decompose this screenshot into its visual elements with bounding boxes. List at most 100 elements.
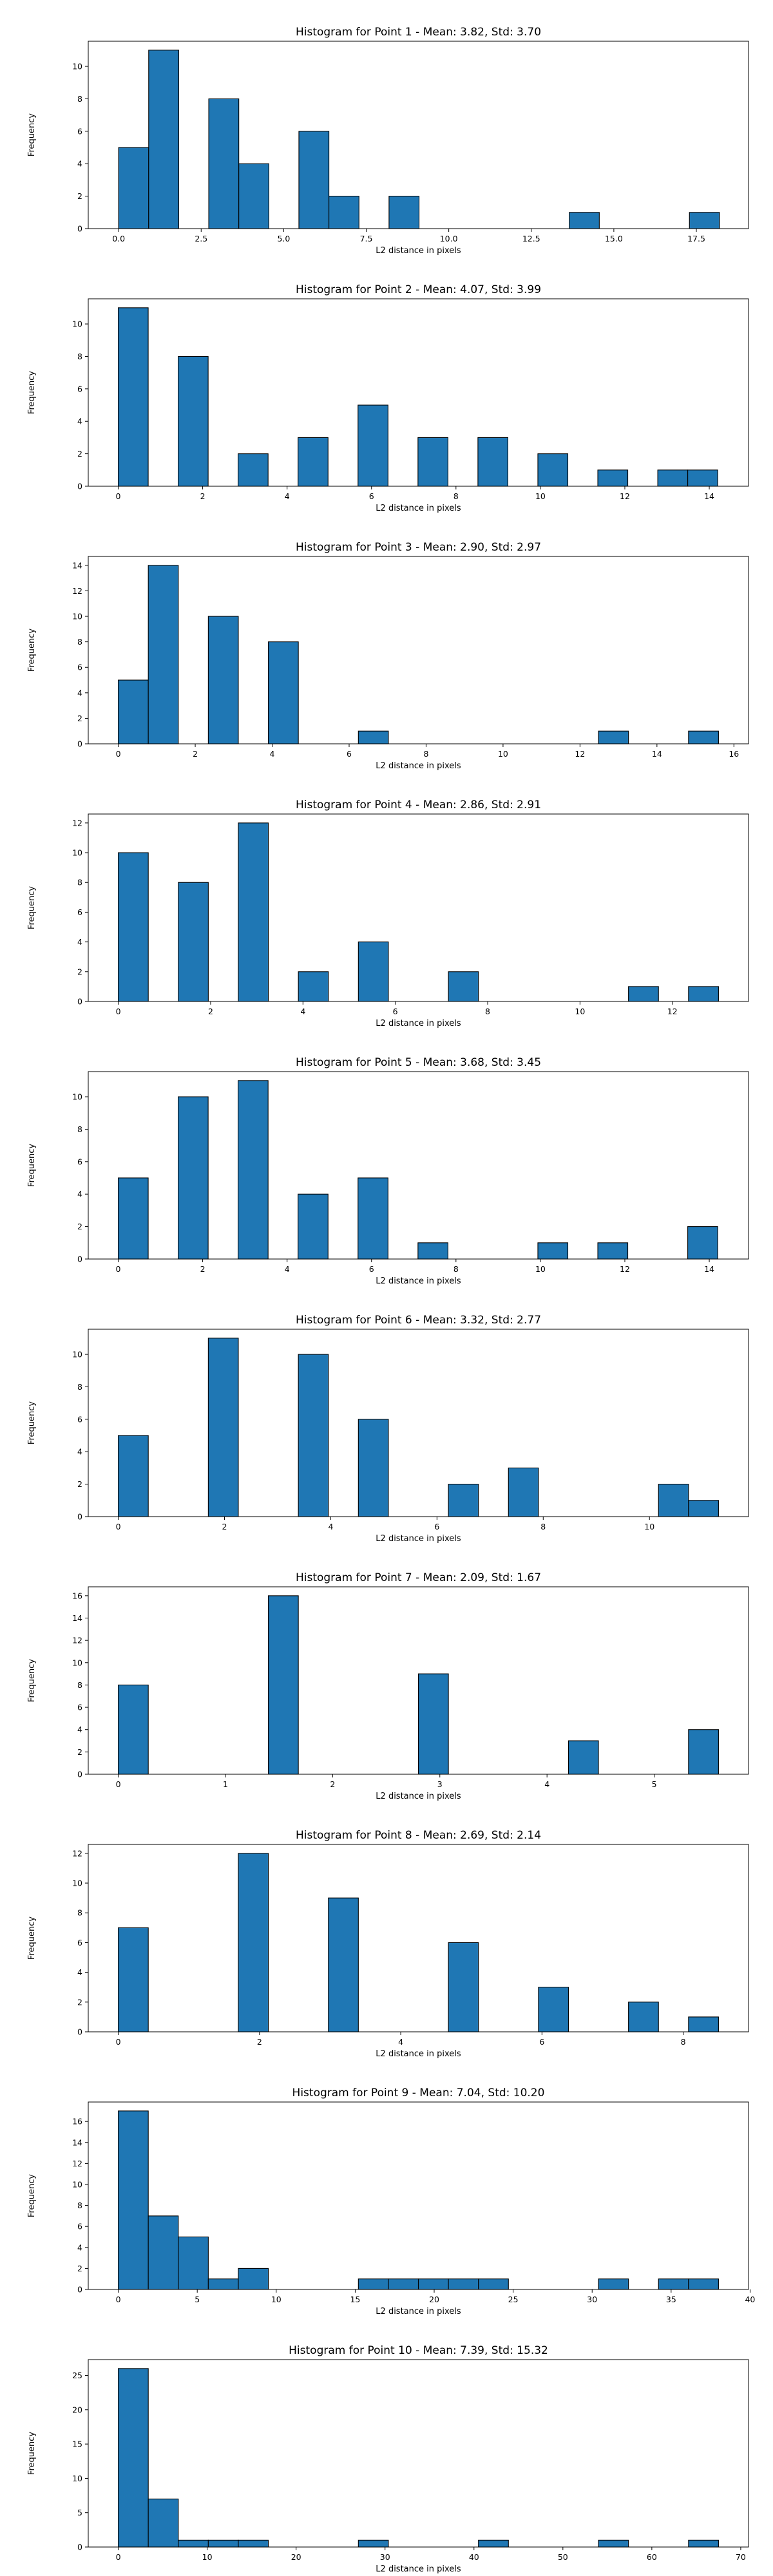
y-tick-label: 0 [77,1770,82,1779]
histogram-bar [298,971,329,1002]
plot-frame [88,1329,749,1517]
y-tick-label: 10 [72,62,82,71]
histogram-bar [178,2236,209,2290]
x-tick-label: 6 [539,2037,544,2047]
y-tick-label: 10 [72,2179,82,2189]
y-tick-label: 2 [77,1997,82,2007]
histogram-bar [568,1740,599,1775]
y-tick-label: 0 [77,482,82,491]
x-tick-label: 0 [116,749,121,759]
x-axis-label: L2 distance in pixels [376,1276,461,1286]
x-tick-label: 8 [540,1522,546,1531]
x-tick-label: 2 [200,1264,205,1274]
y-tick-label: 2 [77,1222,82,1231]
histogram-bar [448,2278,479,2290]
y-tick-label: 14 [72,2137,82,2147]
x-tick-label: 0 [116,1264,121,1274]
y-tick-label: 15 [72,2439,82,2449]
histogram-bar [298,131,330,229]
y-tick-label: 2 [77,1479,82,1489]
chart-title: Histogram for Point 6 - Mean: 3.32, Std:… [296,1314,541,1327]
histogram-bar [298,437,329,487]
y-tick-label: 4 [77,1189,82,1199]
x-tick-label: 1 [223,1779,228,1789]
x-tick-label: 12 [667,1007,678,1016]
histogram-bar [448,1942,479,2032]
histogram-bar [388,2278,419,2290]
x-tick-label: 14 [704,1264,714,1274]
histogram-bar [298,1354,329,1517]
y-tick-label: 10 [72,848,82,858]
histogram-bar [598,2539,629,2548]
plot-frame [88,2359,749,2548]
x-tick-label: 2 [257,2037,262,2047]
histogram-bar [358,942,389,1002]
y-tick-label: 0 [77,1512,82,1522]
histogram-bar [537,1242,569,1260]
y-tick-label: 0 [77,1255,82,1264]
x-tick-label: 4 [328,1522,333,1531]
y-tick-label: 4 [77,937,82,947]
x-tick-label: 16 [729,749,739,759]
x-tick-label: 50 [558,2552,568,2562]
histogram-bar [267,641,299,744]
x-tick-label: 8 [453,1264,459,1274]
histogram-bar [148,2215,179,2290]
histogram-bar [658,2278,689,2290]
histogram-bar [148,2498,179,2548]
x-tick-label: 10 [271,2295,282,2304]
y-tick-label: 0 [77,2285,82,2295]
histogram-bar [238,1080,269,1260]
y-axis-label: Frequency [27,1401,37,1444]
x-tick-label: 10 [575,1007,585,1016]
x-tick-label: 12 [575,749,585,759]
histogram-bar [238,453,269,487]
histogram-bar [118,1927,149,2032]
x-tick-label: 0 [116,491,121,501]
x-axis-label: L2 distance in pixels [376,246,461,256]
x-tick-label: 4 [544,1779,549,1789]
y-tick-label: 12 [72,818,82,828]
y-tick-label: 12 [72,1636,82,1645]
x-tick-label: 2 [193,749,198,759]
chart-title: Histogram for Point 2 - Mean: 4.07, Std:… [296,283,541,296]
y-tick-label: 8 [77,1124,82,1134]
histogram-bar [117,1177,149,1260]
y-tick-label: 4 [77,688,82,697]
histogram-bar [628,986,659,1002]
histogram-bar [688,730,719,744]
plot-frame [88,1071,749,1260]
y-tick-label: 4 [77,1725,82,1734]
histogram-bar [238,163,269,229]
y-tick-label: 2 [77,967,82,976]
y-tick-label: 10 [72,1658,82,1667]
x-tick-label: 5.0 [277,234,290,243]
histogram-panel-3: Histogram for Point 3 - Mean: 2.90, Std:… [27,541,749,771]
histogram-bar [118,1684,149,1775]
y-tick-label: 8 [77,1908,82,1918]
y-axis-label: Frequency [27,629,37,672]
histogram-bar [178,882,209,1002]
x-axis-label: L2 distance in pixels [376,1792,461,1801]
histogram-panel-10: Histogram for Point 10 - Mean: 7.39, Std… [27,2344,749,2574]
histogram-bar [688,1729,719,1775]
y-axis-label: Frequency [27,1917,37,1960]
x-tick-label: 0 [116,1007,121,1016]
y-tick-label: 8 [77,94,82,104]
chart-title: Histogram for Point 5 - Mean: 3.68, Std:… [296,1056,541,1069]
histogram-bar [298,1193,329,1260]
y-tick-label: 8 [77,2201,82,2210]
histogram-bar [658,1484,689,1517]
y-tick-label: 12 [72,1848,82,1858]
x-tick-label: 8 [453,491,459,501]
histogram-bar [688,2016,719,2032]
y-tick-label: 8 [77,352,82,361]
x-tick-label: 0.0 [112,234,125,243]
y-tick-label: 8 [77,878,82,887]
histogram-bar [118,679,149,744]
x-tick-label: 3 [437,1779,443,1789]
x-tick-label: 30 [587,2295,597,2304]
y-tick-label: 6 [77,663,82,672]
y-axis-label: Frequency [27,1144,37,1187]
